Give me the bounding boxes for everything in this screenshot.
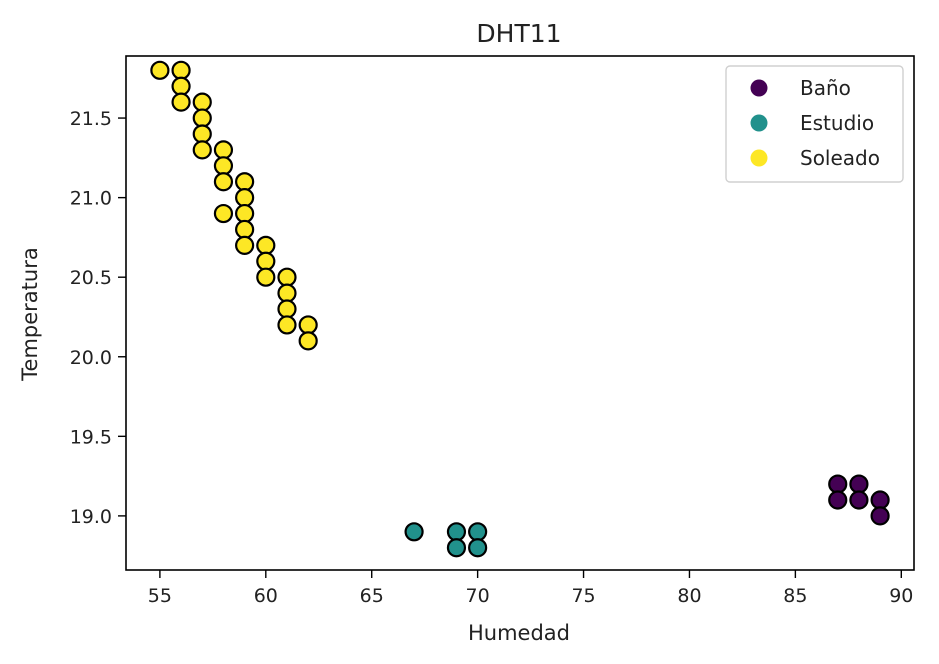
chart-title: DHT11 xyxy=(476,19,561,48)
scatter-point xyxy=(468,538,488,558)
scatter-point xyxy=(192,140,212,160)
scatter-point xyxy=(192,124,212,144)
scatter-point xyxy=(171,76,191,96)
legend-label: Soleado xyxy=(800,146,880,170)
scatter-point xyxy=(235,188,255,208)
scatter-point xyxy=(277,283,297,303)
x-axis-ticks: 55 60 65 70 75 80 85 90 xyxy=(148,570,913,607)
data-points xyxy=(150,60,890,558)
scatter-point xyxy=(171,92,191,112)
scatter-point xyxy=(849,474,869,494)
y-tick-label: 19.0 xyxy=(70,506,112,528)
scatter-point xyxy=(192,92,212,112)
scatter-point xyxy=(446,538,467,558)
scatter-point xyxy=(235,203,255,224)
legend-box xyxy=(725,65,904,183)
scatter-point xyxy=(277,267,297,287)
scatter-point xyxy=(256,251,276,271)
y-tick-label: 20.0 xyxy=(70,347,112,369)
scatter-point xyxy=(256,235,276,255)
x-tick-label: 75 xyxy=(571,585,595,607)
y-axis-label: Temperatura xyxy=(18,247,42,381)
x-tick-label: 85 xyxy=(783,585,807,607)
legend-marker xyxy=(750,149,768,167)
y-tick-label: 21.5 xyxy=(70,108,112,130)
scatter-point xyxy=(298,331,318,351)
scatter-point xyxy=(870,490,890,510)
legend-marker xyxy=(750,114,768,132)
y-axis-ticks: 19.0 19.5 20.0 20.5 21.0 21.5 xyxy=(70,108,126,528)
scatter-point xyxy=(277,299,297,319)
y-tick-label: 21.0 xyxy=(70,188,112,210)
y-tick-label: 20.5 xyxy=(70,267,112,289)
scatter-point xyxy=(849,490,869,510)
legend-label: Estudio xyxy=(800,111,874,135)
x-tick-label: 90 xyxy=(889,585,913,607)
scatter-point xyxy=(828,490,848,510)
scatter-point xyxy=(213,140,234,160)
scatter-point xyxy=(150,60,170,80)
scatter-point xyxy=(404,522,424,542)
scatter-point xyxy=(446,522,467,542)
scatter-point xyxy=(213,156,234,176)
plot-area-frame xyxy=(125,55,915,571)
y-tick-label: 19.5 xyxy=(70,426,112,448)
scatter-point xyxy=(192,108,212,128)
scatter-point xyxy=(256,267,276,287)
x-tick-label: 65 xyxy=(360,585,384,607)
x-tick-label: 80 xyxy=(677,585,701,607)
scatter-point xyxy=(235,235,255,255)
scatter-point xyxy=(235,172,255,192)
x-axis-label: Humedad xyxy=(468,621,570,645)
scatter-point xyxy=(828,474,848,494)
scatter-point xyxy=(870,506,890,526)
scatter-point xyxy=(213,172,234,192)
x-tick-label: 55 xyxy=(148,585,172,607)
scatter-point xyxy=(213,203,234,224)
legend: Baño Estudio Soleado xyxy=(725,65,904,183)
legend-marker xyxy=(750,79,768,97)
x-tick-label: 60 xyxy=(254,585,278,607)
x-tick-label: 70 xyxy=(466,585,490,607)
scatter-point xyxy=(171,60,191,80)
scatter-point xyxy=(235,219,255,240)
legend-label: Baño xyxy=(800,76,851,100)
scatter-point xyxy=(468,522,488,542)
scatter-point xyxy=(298,315,318,335)
scatter-point xyxy=(277,315,297,335)
